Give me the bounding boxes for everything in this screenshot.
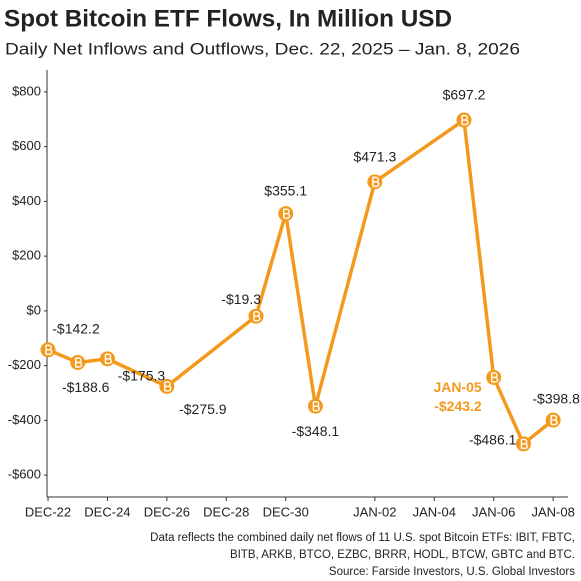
bitcoin-icon: [164, 381, 172, 392]
value-label: -$275.9: [179, 401, 227, 417]
chart-subtitle: Daily Net Inflows and Outflows, Dec. 22,…: [5, 39, 520, 58]
bitcoin-icon: [520, 438, 528, 450]
value-label: -$486.1: [469, 432, 517, 448]
bitcoin-icon: [45, 344, 53, 355]
y-tick-label: $400: [12, 193, 41, 208]
bitcoin-icon: [550, 414, 558, 426]
x-tick-label: DEC-22: [25, 504, 71, 519]
x-tick-label: DEC-28: [203, 504, 249, 519]
x-tick-label: DEC-24: [84, 504, 130, 519]
value-label: $355.1: [264, 182, 307, 198]
x-tick-label: DEC-30: [263, 504, 309, 519]
value-label: -$348.1: [292, 423, 340, 439]
y-tick-label: $0: [27, 302, 41, 317]
value-label: $471.3: [353, 149, 396, 165]
value-label: -$19.3: [221, 291, 261, 307]
bitcoin-icon: [312, 400, 320, 412]
y-tick-label: -$400: [8, 412, 41, 427]
bitcoin-icon: [372, 176, 380, 188]
value-label: -$175.3: [118, 368, 166, 384]
y-tick-label: -$600: [8, 467, 41, 482]
x-tick-label: JAN-08: [531, 504, 574, 519]
chart-title: Spot Bitcoin ETF Flows, In Million USD: [4, 5, 452, 32]
bitcoin-icon: [283, 208, 291, 219]
value-label: -$188.6: [62, 379, 110, 395]
bitcoin-icon: [461, 114, 469, 126]
bitcoin-icon: [75, 357, 83, 368]
value-label: -$142.2: [52, 320, 100, 336]
x-tick-label: JAN-04: [413, 504, 456, 519]
bitcoin-icon: [253, 310, 261, 322]
footnote: Source: Farside Investors, U.S. Global I…: [329, 566, 575, 578]
x-tick-label: JAN-02: [353, 504, 396, 519]
footnote: BITB, ARKB, BTCO, EZBC, BRRR, HODL, BTCW…: [230, 549, 575, 561]
value-label: $697.2: [443, 87, 486, 103]
value-label: -$243.2: [434, 398, 482, 414]
y-tick-label: -$200: [8, 357, 41, 372]
y-tick-label: $800: [12, 83, 41, 98]
x-tick-label: DEC-26: [144, 504, 190, 519]
x-tick-label: JAN-06: [472, 504, 515, 519]
bitcoin-icon: [104, 353, 112, 365]
bitcoin-icon: [491, 372, 499, 383]
y-tick-label: $600: [12, 138, 41, 153]
footnote: Data reflects the combined daily net flo…: [150, 532, 575, 544]
value-label: -$398.8: [532, 391, 580, 407]
y-tick-label: $200: [12, 248, 41, 263]
annotation: JAN-05: [433, 379, 481, 395]
